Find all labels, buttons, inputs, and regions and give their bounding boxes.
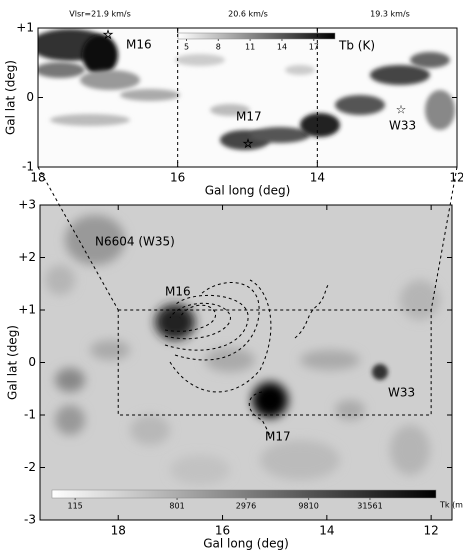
y-tick-label: 0 xyxy=(28,355,36,369)
source-label: M17 xyxy=(265,430,291,444)
y-tick-label: -1 xyxy=(22,160,34,174)
emission xyxy=(250,127,310,143)
y-tick-label: +2 xyxy=(18,250,36,264)
source-label: W33 xyxy=(389,119,416,133)
emission xyxy=(35,62,85,78)
colorbar-tick-label: 9810 xyxy=(298,502,318,511)
emission xyxy=(90,340,130,360)
emission xyxy=(170,455,230,485)
source-star: ☆ xyxy=(396,103,407,117)
colorbar-tick-label: 5 xyxy=(184,43,189,52)
emission xyxy=(300,350,360,370)
source-label: W33 xyxy=(388,386,415,400)
source-star: ☆ xyxy=(243,137,254,151)
image-area xyxy=(40,205,452,520)
emission xyxy=(260,440,340,480)
x-axis-label: Gal long (deg) xyxy=(203,537,289,551)
source-star: ☆ xyxy=(103,28,114,42)
x-axis-label: Gal long (deg) xyxy=(205,184,291,198)
emission xyxy=(252,382,288,418)
source-label: M17 xyxy=(236,110,262,124)
colorbar-tick-label: 115 xyxy=(68,502,83,511)
velocity-label: 19.3 km/s xyxy=(370,10,410,19)
x-tick-label: 16 xyxy=(215,524,230,538)
emission xyxy=(370,65,430,85)
velocity-label: 20.6 km/s xyxy=(228,10,268,19)
emission xyxy=(335,95,385,115)
colorbar-label: Tk (mK) xyxy=(439,501,463,510)
colorbar xyxy=(52,490,436,498)
emission xyxy=(175,54,225,66)
emission xyxy=(155,304,195,340)
emission xyxy=(410,52,450,68)
colorbar-tick-label: 31561 xyxy=(357,502,382,511)
emission xyxy=(372,364,388,380)
y-axis-label: Gal lat (deg) xyxy=(6,325,20,400)
colorbar-tick-label: 11 xyxy=(245,43,255,52)
y-tick-label: 0 xyxy=(26,90,34,104)
emission xyxy=(300,113,340,137)
colorbar-tick-label: 8 xyxy=(216,43,221,52)
y-tick-label: -3 xyxy=(24,513,36,527)
x-tick-label: 14 xyxy=(319,524,334,538)
emission xyxy=(50,114,130,126)
y-axis-label: Gal lat (deg) xyxy=(4,60,18,135)
emission xyxy=(130,415,170,445)
y-tick-label: +1 xyxy=(18,303,36,317)
y-tick-label: -1 xyxy=(24,408,36,422)
velocity-label: Vlsr=21.9 km/s xyxy=(69,10,131,19)
x-tick-label: 16 xyxy=(170,171,185,185)
emission xyxy=(285,65,315,75)
y-tick-label: +1 xyxy=(16,21,34,35)
colorbar-tick-label: 801 xyxy=(169,502,184,511)
emission xyxy=(55,405,85,435)
colorbar-label: Tb (K) xyxy=(338,39,375,53)
region-label: N6604 (W35) xyxy=(95,235,175,249)
emission xyxy=(335,400,365,420)
colorbar xyxy=(178,33,335,39)
colorbar-tick-label: 14 xyxy=(277,43,287,52)
emission xyxy=(45,265,75,295)
emission xyxy=(400,280,440,320)
emission xyxy=(55,368,85,392)
y-tick-label: +3 xyxy=(18,198,36,212)
x-tick-label: 12 xyxy=(449,171,463,185)
source-label: M16 xyxy=(126,38,152,52)
x-tick-label: 18 xyxy=(111,524,126,538)
source-label: M16 xyxy=(165,285,191,299)
emission xyxy=(425,90,455,130)
figure: 18 16 14 12 +1 0 -1 Gal long (deg) Gal lat (deg)… xyxy=(0,0,463,555)
x-tick-label: 14 xyxy=(310,171,325,185)
emission xyxy=(120,89,180,101)
x-tick-label: 12 xyxy=(423,524,438,538)
colorbar-tick-label: 2976 xyxy=(236,502,256,511)
y-tick-label: -2 xyxy=(24,460,36,474)
emission xyxy=(390,425,430,475)
emission xyxy=(80,70,140,90)
